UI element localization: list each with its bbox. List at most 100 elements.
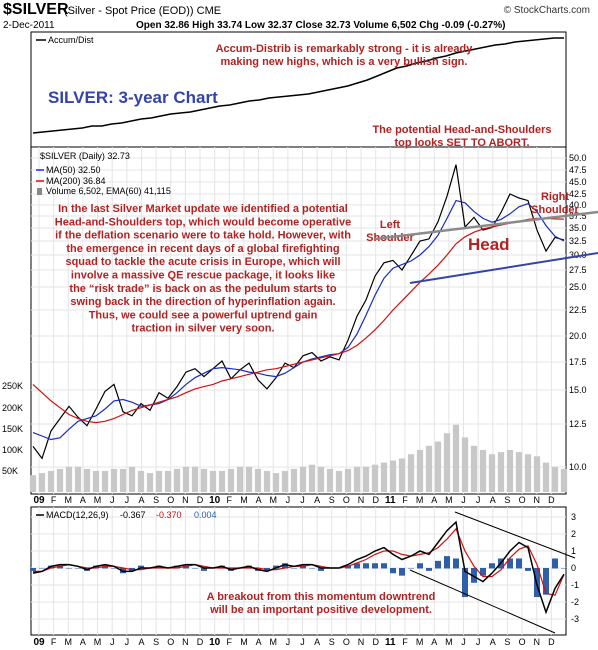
price-axis-tick: 47.5 — [569, 165, 587, 175]
macd-lower-trendline — [409, 569, 556, 634]
volume-bar — [416, 450, 424, 492]
volume-bar — [146, 473, 154, 492]
ma200-line — [32, 217, 565, 424]
ohlc-readout: Open 32.86 High 33.74 Low 32.37 Close 32… — [136, 20, 506, 31]
price-axis-tick: 20.0 — [569, 331, 587, 341]
main-commentary-line: squad to tackle the acute crisis in Euro… — [65, 256, 340, 268]
x-axis-label: A — [490, 637, 496, 647]
volume-bar — [236, 466, 244, 492]
x-axis-label: A — [138, 495, 144, 505]
volume-bar — [452, 424, 460, 492]
x-axis-label: J — [461, 637, 466, 647]
macd-histogram-bar — [30, 568, 36, 571]
volume-bar — [38, 473, 46, 492]
x-axis-label: M — [269, 637, 277, 647]
x-axis-label: D — [197, 495, 204, 505]
macd-histogram-bar — [363, 563, 369, 569]
legend-ma50: MA(50) 32.50 — [46, 165, 101, 175]
x-axis-label: A — [256, 637, 262, 647]
volume-bar — [506, 450, 514, 492]
macd-histogram-bar — [291, 568, 297, 569]
volume-bar — [164, 471, 172, 492]
main-commentary-line: In the last Silver Market update we iden… — [58, 203, 348, 215]
x-axis-label: 11 — [385, 637, 396, 648]
main-commentary-line: traction in silver very soon. — [131, 323, 274, 335]
volume-bar — [254, 468, 262, 492]
volume-bar — [173, 468, 181, 492]
watermark: © StockCharts.com — [503, 5, 590, 16]
x-axis-label: F — [227, 495, 233, 505]
x-axis-label: J — [286, 495, 291, 505]
macd-histogram-bar — [318, 568, 324, 571]
right-shoulder-label-1: Right — [541, 191, 569, 203]
x-axis-label: O — [167, 495, 174, 505]
x-axis-label: A — [138, 637, 144, 647]
legend-volume: Volume 6,502, EMA(60) 41,115 — [46, 186, 171, 196]
volume-bar — [533, 456, 541, 492]
ma50-line — [32, 199, 565, 441]
macd-legend-val1: -0.367 — [120, 510, 146, 520]
macd-histogram-bar — [183, 565, 189, 569]
macd-histogram-bar — [390, 568, 396, 574]
x-axis-label: M — [269, 495, 277, 505]
macd-legend-val2: -0.370 — [156, 510, 182, 520]
volume-bar — [398, 458, 406, 492]
volume-bar — [497, 452, 505, 492]
x-axis-label: O — [343, 637, 350, 647]
volume-bar — [191, 466, 199, 492]
price-axis-tick: 25.0 — [569, 282, 587, 292]
x-axis-label: 09 — [33, 495, 45, 506]
main-commentary-line: the emergence in recent days of a global… — [66, 243, 339, 255]
macd-histogram-bar — [201, 568, 207, 571]
macd-histogram-bar — [426, 568, 432, 571]
x-axis-label: O — [519, 495, 526, 505]
volume-bar — [551, 466, 559, 492]
macd-histogram-bar — [66, 568, 72, 569]
main-commentary-line: Thus, we could see a powerful uptrend ga… — [89, 309, 318, 321]
price-axis-tick: 15.0 — [569, 385, 587, 395]
price-line — [32, 164, 565, 460]
head-label: Head — [468, 235, 510, 254]
macd-histogram-bar — [39, 568, 45, 569]
volume-axis-tick: 150K — [2, 424, 23, 434]
main-commentary: In the last Silver Market update we iden… — [55, 203, 351, 335]
main-commentary-line: the “risk trade” is back on as the pedul… — [69, 283, 336, 295]
x-axis-label: S — [504, 637, 510, 647]
accum-annotation-2: making new highs, which is a very bullis… — [221, 56, 468, 68]
right-shoulder-label-2: Shoulder — [531, 204, 579, 216]
macd-annotation-2: will be an important positive developmen… — [209, 604, 432, 616]
x-axis-label: M — [240, 637, 248, 647]
macd-axis-tick: 2 — [571, 529, 576, 539]
x-axis-label: A — [431, 637, 437, 647]
support-trendline — [409, 252, 598, 284]
x-axis-label: M — [94, 637, 102, 647]
price-axis-tick: 32.5 — [569, 236, 587, 246]
macd-histogram-bar — [75, 568, 81, 569]
main-commentary-line: involve a massive QE rescue package, it … — [71, 270, 335, 282]
hs-note-2: top looks SET TO ABORT. — [394, 137, 529, 149]
volume-bar — [83, 468, 91, 492]
volume-bar — [560, 468, 568, 492]
macd-signal-line — [33, 527, 565, 596]
volume-bar — [353, 466, 361, 492]
accum-annotation-1: Accum-Distrib is remarkably strong - it … — [216, 43, 474, 55]
macd-histogram-bar — [507, 558, 513, 569]
x-axis-label: N — [182, 637, 189, 647]
macd-histogram-bar — [309, 568, 315, 569]
volume-bar — [110, 468, 118, 492]
macd-axis-tick: 3 — [571, 512, 576, 522]
macd-histogram-bar — [489, 563, 495, 569]
x-axis-label: J — [461, 495, 466, 505]
price-axis-tick: 37.5 — [569, 211, 587, 221]
volume-bar — [281, 471, 289, 492]
price-axis-tick: 17.5 — [569, 357, 587, 367]
macd-histogram-bar — [345, 565, 351, 569]
price-axis-tick: 27.5 — [569, 265, 587, 275]
panel-price-frame — [30, 146, 567, 495]
volume-bar — [263, 471, 271, 492]
price-axis-tick: 42.5 — [569, 189, 587, 199]
volume-bar — [155, 471, 163, 492]
x-axis-label: N — [533, 495, 540, 505]
volume-bar — [227, 468, 235, 492]
